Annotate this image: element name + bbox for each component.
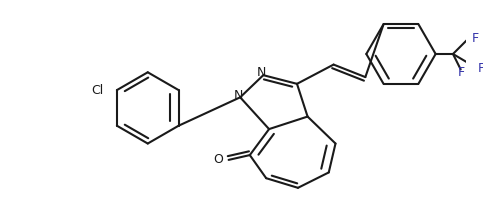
Text: O: O bbox=[213, 153, 223, 166]
Text: F: F bbox=[478, 62, 483, 75]
Text: Cl: Cl bbox=[91, 84, 103, 97]
Text: N: N bbox=[256, 66, 266, 79]
Text: F: F bbox=[458, 66, 465, 79]
Text: F: F bbox=[472, 32, 479, 45]
Text: N: N bbox=[234, 89, 243, 102]
